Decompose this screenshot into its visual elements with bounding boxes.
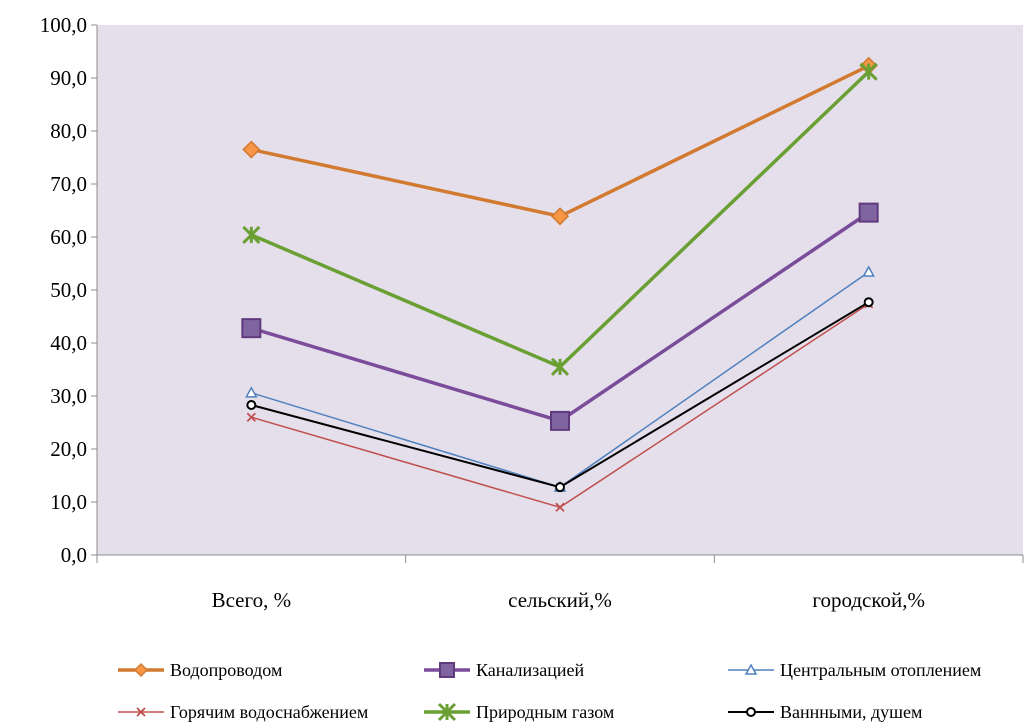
marker-star (437, 702, 457, 722)
legend-item: Природным газом (424, 702, 614, 722)
y-tick-label: 40,0 (50, 331, 87, 355)
series-layer (241, 56, 879, 512)
x-tick-label: городской,% (812, 588, 925, 612)
y-tick-label: 20,0 (50, 437, 87, 461)
marker-triangle (862, 265, 875, 277)
legend-item: Водопроводом (118, 660, 282, 680)
y-axis-ticks: 0,0 10,0 20,0 30,0 40,0 50,0 60,0 70,0 80,0 90,0 1… (40, 13, 97, 567)
marker-square (550, 410, 570, 431)
y-tick-label: 90,0 (50, 66, 87, 90)
y-tick-label: 0,0 (61, 543, 87, 567)
legend-item: Канализацией (424, 660, 585, 680)
marker-diamond (133, 662, 149, 678)
legend-item: Горячим водоснабжением (118, 702, 368, 722)
marker-star (859, 62, 878, 81)
y-tick-label: 30,0 (50, 384, 87, 408)
legend-label: Центральным отоплением (780, 660, 981, 680)
marker-circle (246, 400, 257, 411)
y-tick-label: 80,0 (50, 119, 87, 143)
marker-triangle (245, 386, 258, 398)
y-tick-label: 50,0 (50, 278, 87, 302)
marker-square (858, 202, 879, 223)
marker-triangle (744, 663, 758, 675)
series-group (241, 202, 879, 431)
legend-label: Горячим водоснабжением (170, 702, 368, 722)
series-group (242, 62, 878, 376)
x-tick-label: сельский,% (508, 588, 612, 612)
legend-item: Центральным отоплением (728, 660, 981, 680)
marker-circle (863, 297, 874, 308)
marker-x (555, 502, 565, 512)
marker-x (136, 707, 146, 717)
legend: Водопроводом Канализацией Центральным отоп… (118, 660, 981, 722)
legend-label: Ваннными, душем (780, 702, 922, 722)
y-tick-label: 70,0 (50, 172, 87, 196)
series-group (246, 297, 874, 493)
marker-diamond (242, 140, 261, 159)
marker-circle (555, 482, 565, 493)
legend-label: Природным газом (476, 702, 614, 722)
legend-label: Канализацией (476, 660, 585, 680)
marker-square (439, 662, 455, 678)
marker-circle (746, 707, 756, 717)
y-tick-label: 100,0 (40, 13, 87, 37)
y-tick-label: 60,0 (50, 225, 87, 249)
marker-star (550, 357, 570, 376)
x-axis-ticks: Всего, % сельский,% городской,% (96, 555, 1024, 612)
legend-label: Водопроводом (170, 660, 282, 680)
marker-diamond (550, 207, 570, 226)
plot-area (97, 25, 1023, 555)
x-tick-label: Всего, % (212, 588, 292, 612)
legend-item: Ваннными, душем (728, 702, 922, 722)
marker-x (246, 412, 256, 422)
marker-star (242, 225, 261, 244)
y-tick-label: 10,0 (50, 490, 87, 514)
marker-square (241, 318, 262, 339)
